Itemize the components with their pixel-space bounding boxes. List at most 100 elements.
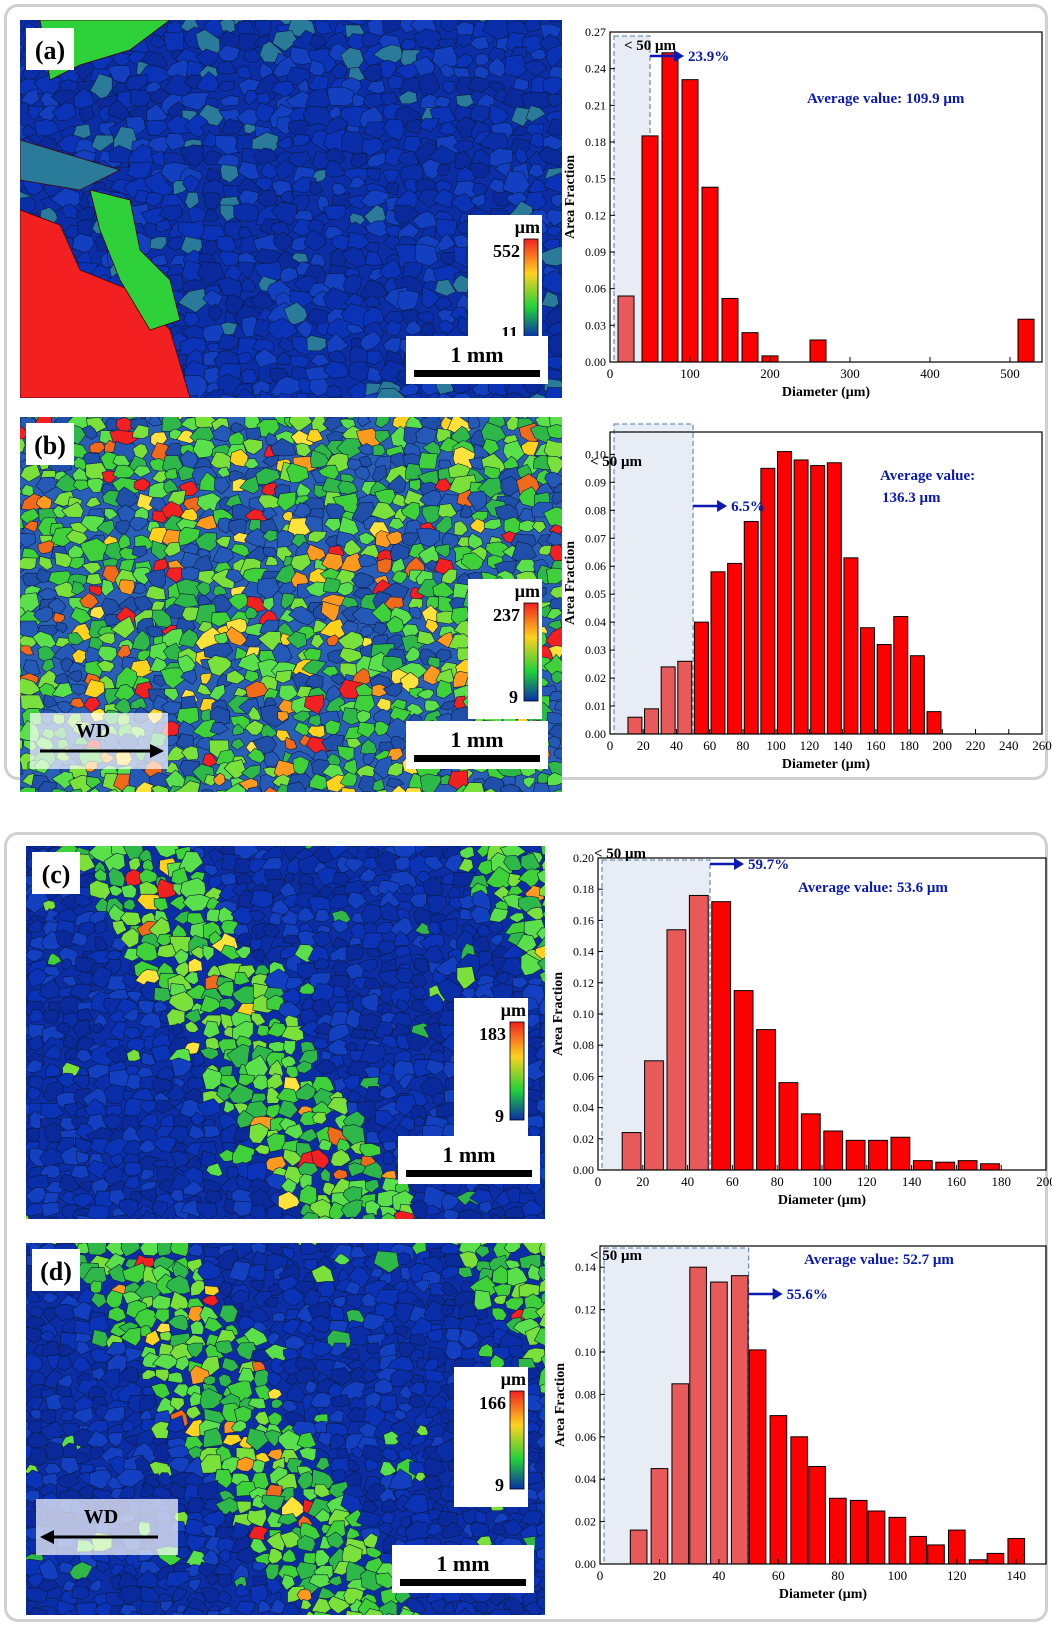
grain — [247, 786, 262, 792]
grain — [366, 366, 384, 383]
grain — [152, 1135, 177, 1153]
bar — [721, 297, 739, 363]
y-tick-label: 0.08 — [575, 1387, 596, 1401]
grain — [326, 332, 350, 355]
grain — [536, 927, 545, 942]
grain — [364, 1457, 379, 1472]
grain — [281, 1574, 296, 1591]
grain — [102, 489, 121, 508]
x-tick-label: 100 — [766, 738, 786, 753]
grain — [234, 1583, 252, 1597]
y-tick-label: 0.00 — [575, 1557, 596, 1571]
grain — [314, 957, 330, 970]
x-tick-label: 80 — [831, 1568, 844, 1583]
grain — [187, 1243, 204, 1257]
y-axis-label: Area Fraction — [563, 155, 578, 239]
grain — [418, 72, 441, 97]
grain — [85, 496, 102, 508]
grain — [149, 1420, 170, 1439]
grain — [234, 945, 251, 959]
grain — [361, 1369, 379, 1383]
grain — [547, 93, 562, 108]
grain — [469, 518, 488, 534]
grain — [303, 694, 325, 715]
grain — [123, 898, 136, 911]
grain — [56, 1355, 74, 1372]
grain — [255, 102, 275, 123]
grain — [427, 1346, 448, 1369]
grain — [254, 1410, 270, 1426]
x-tick-label: 0 — [597, 1568, 604, 1583]
grain — [342, 1074, 361, 1090]
grain — [536, 868, 545, 885]
grain — [221, 118, 244, 135]
grain — [79, 1180, 94, 1193]
bar — [823, 1130, 844, 1171]
grain — [219, 1304, 239, 1324]
grain — [151, 1353, 181, 1370]
grain — [527, 163, 545, 178]
grain — [490, 933, 504, 947]
grain — [187, 1578, 202, 1593]
grain — [382, 20, 403, 33]
grain — [360, 992, 379, 1013]
grain — [535, 1521, 545, 1539]
grain — [51, 771, 75, 790]
color-scale-max: 183 — [479, 1024, 506, 1044]
x-tick-label: 80 — [736, 738, 749, 753]
grain — [173, 910, 192, 925]
y-tick-label: 0.03 — [585, 643, 606, 657]
grain — [359, 330, 382, 352]
wd-label: WD — [76, 720, 110, 742]
bar — [893, 616, 909, 735]
grain — [97, 645, 118, 662]
grain — [76, 1602, 98, 1615]
grain — [469, 905, 493, 925]
x-tick-label: 200 — [760, 366, 780, 381]
grain — [399, 883, 415, 896]
bar — [743, 520, 759, 735]
grain — [362, 1161, 384, 1180]
grain — [139, 1210, 158, 1219]
grain — [255, 177, 274, 192]
bar — [688, 894, 709, 1171]
color-scale: μm 237 9 — [468, 579, 542, 719]
grain — [524, 20, 542, 32]
grain — [309, 1198, 333, 1219]
threshold-arrow-head — [717, 500, 728, 512]
grain — [30, 1213, 44, 1219]
grain — [456, 53, 474, 68]
grain — [539, 971, 545, 983]
x-tick-label: 0 — [595, 1174, 602, 1189]
grain — [404, 319, 422, 336]
grain — [203, 774, 217, 787]
grain — [379, 59, 397, 79]
grain — [326, 634, 339, 647]
grain — [26, 1373, 28, 1378]
bar — [909, 1535, 927, 1565]
grain — [266, 1371, 283, 1387]
grain — [486, 921, 504, 934]
grain — [434, 279, 457, 297]
grain — [440, 1304, 455, 1318]
grain — [202, 150, 222, 166]
bar — [868, 1139, 888, 1171]
grain — [296, 906, 316, 923]
grain — [133, 477, 150, 492]
grain — [309, 1315, 335, 1333]
grain — [31, 20, 39, 23]
panel-label-box — [32, 852, 80, 894]
grain — [51, 682, 74, 698]
grain — [310, 449, 331, 469]
grain — [59, 1409, 76, 1422]
grain — [345, 1527, 361, 1540]
grain — [89, 605, 105, 620]
grain — [165, 1274, 191, 1295]
grain — [441, 1281, 459, 1297]
grain — [173, 780, 201, 792]
grain — [394, 945, 411, 959]
grain — [319, 618, 348, 640]
grain — [378, 1084, 399, 1100]
grain — [350, 1446, 365, 1459]
grain — [357, 417, 372, 428]
